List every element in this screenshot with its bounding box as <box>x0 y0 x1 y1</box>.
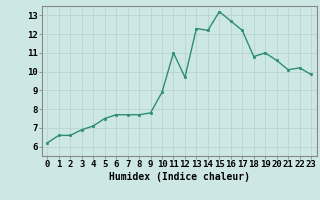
X-axis label: Humidex (Indice chaleur): Humidex (Indice chaleur) <box>109 172 250 182</box>
